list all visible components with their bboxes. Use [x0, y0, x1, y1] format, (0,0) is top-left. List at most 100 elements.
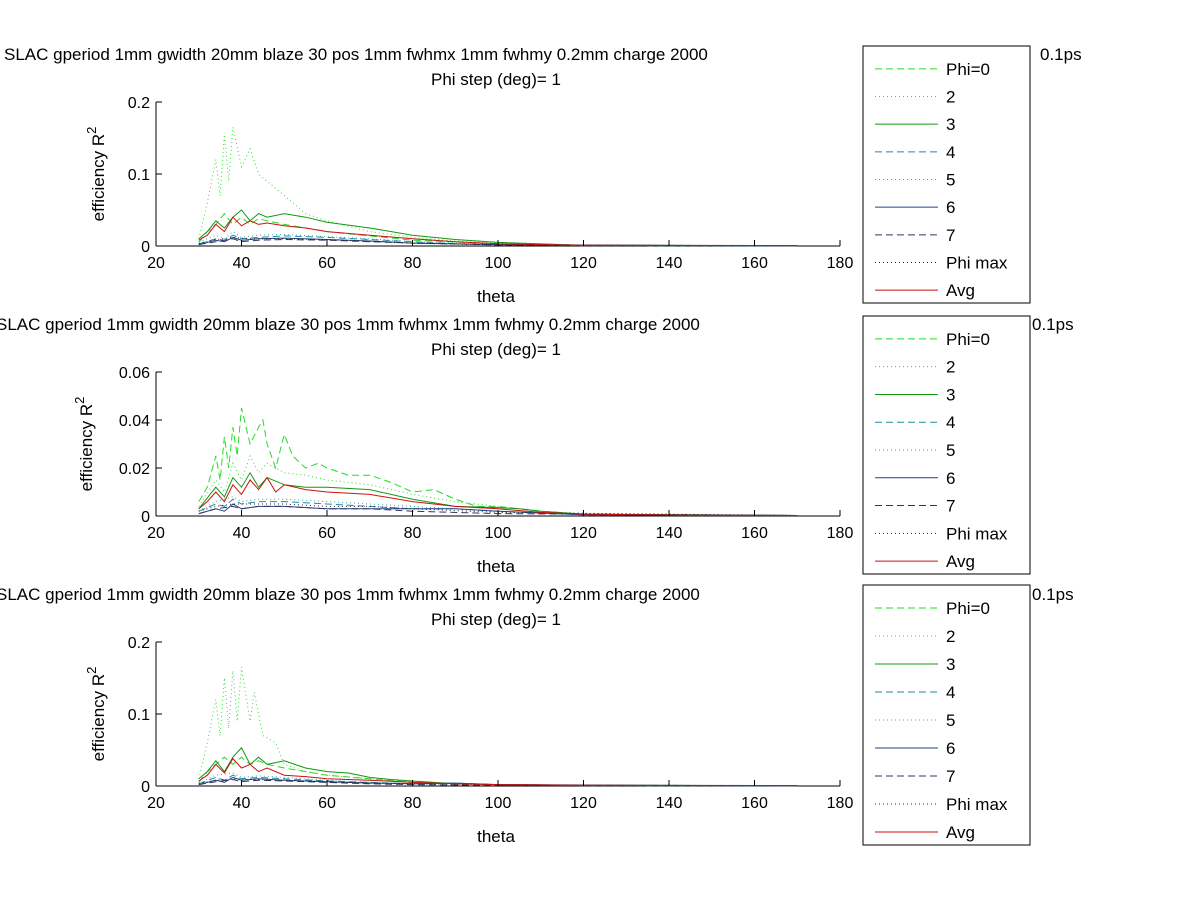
- legend-label: Phi max: [946, 254, 1008, 273]
- chart-title: SLAC gperiod 1mm gwidth 20mm blaze 30 po…: [0, 585, 700, 604]
- legend-label: 7: [946, 497, 955, 516]
- y-axis-label-text: efficiency R: [89, 674, 108, 762]
- legend: Phi=0 2 3 4 5 6 7 Phi max Avg: [862, 315, 1031, 575]
- x-axis-label: theta: [477, 287, 515, 306]
- legend-label: 2: [946, 627, 955, 646]
- legend-label: 5: [946, 171, 955, 190]
- chart-title: SLAC gperiod 1mm gwidth 20mm blaze 30 po…: [4, 45, 708, 64]
- legend-box: [862, 45, 1031, 304]
- x-tick-label: 140: [656, 795, 683, 812]
- legend-label: 7: [946, 226, 955, 245]
- series-line-6: [198, 503, 798, 516]
- chart-title-suffix: 0.1ps: [1032, 315, 1074, 334]
- x-tick-label: 40: [233, 795, 251, 812]
- series-lines: [198, 667, 798, 787]
- series-line-7: [198, 778, 798, 787]
- x-tick-labels: 20 40 60 80 100 120 140 160 180: [147, 510, 853, 542]
- x-tick-label: 60: [318, 795, 336, 812]
- x-tick-label: 20: [147, 525, 165, 542]
- legend-label: 7: [946, 767, 955, 786]
- legend-label: Phi=0: [946, 60, 990, 79]
- y-tick-label: 0.2: [128, 635, 150, 652]
- legend: Phi=0 2 3 4 5 6 7 Phi max Avg: [862, 45, 1031, 304]
- x-axis-label: theta: [477, 827, 515, 846]
- legend-label: 3: [946, 115, 955, 134]
- series-line-2: [198, 127, 798, 247]
- series-line-2: [198, 667, 798, 787]
- x-tick-label: 160: [741, 795, 768, 812]
- chart-subtitle: Phi step (deg)= 1: [431, 70, 561, 89]
- y-axis-label: efficiency R2: [72, 397, 96, 492]
- x-tick-label: 40: [233, 525, 251, 542]
- legend-label: 2: [946, 88, 955, 107]
- series-lines: [198, 127, 798, 247]
- legend-label: 5: [946, 711, 955, 730]
- legend-label: Avg: [946, 823, 975, 842]
- x-tick-labels: 20 40 60 80 100 120 140 160 180: [147, 780, 853, 812]
- legend-label: 4: [946, 683, 955, 702]
- legend-label: Avg: [946, 552, 975, 571]
- series-line-avg: [198, 476, 798, 516]
- y-tick-label: 0.04: [119, 413, 150, 430]
- x-tick-label: 80: [404, 525, 422, 542]
- legend-label: 5: [946, 441, 955, 460]
- x-tick-label: 100: [485, 525, 512, 542]
- x-tick-label: 80: [404, 255, 422, 272]
- x-tick-label: 20: [147, 255, 165, 272]
- x-tick-label: 160: [741, 255, 768, 272]
- y-axis-label-superscript: 2: [84, 667, 99, 674]
- series-line-7: [198, 505, 798, 516]
- x-tick-label: 40: [233, 255, 251, 272]
- y-tick-labels: 0 0.1 0.2: [128, 635, 162, 796]
- y-axis-label-text: efficiency R: [77, 404, 96, 492]
- chart-title-suffix: 0.1ps: [1040, 45, 1082, 64]
- legend-label: 6: [946, 739, 955, 758]
- series-line-avg: [198, 757, 798, 787]
- series-line-phi-0: [198, 407, 798, 516]
- x-tick-labels: 20 40 60 80 100 120 140 160 180: [147, 240, 853, 272]
- panel-2: 20 40 60 80 100 120 140 160 180 0 0.02 0.04 0.06 th…: [0, 315, 1074, 576]
- y-axis-label: efficiency R2: [84, 127, 108, 222]
- y-tick-label: 0.1: [128, 707, 150, 724]
- chart-title: SLAC gperiod 1mm gwidth 20mm blaze 30 po…: [0, 315, 700, 334]
- series-line-avg: [198, 216, 798, 247]
- x-axis-label: theta: [477, 557, 515, 576]
- legend-box: [862, 584, 1031, 846]
- y-tick-labels: 0 0.1 0.2: [128, 95, 162, 256]
- y-tick-label: 0.06: [119, 365, 150, 382]
- legend: Phi=0 2 3 4 5 6 7 Phi max Avg: [862, 584, 1031, 846]
- legend-label: 2: [946, 358, 955, 377]
- series-line-7: [198, 238, 798, 247]
- chart-subtitle: Phi step (deg)= 1: [431, 340, 561, 359]
- series-line-4: [198, 234, 798, 247]
- x-tick-label: 160: [741, 525, 768, 542]
- x-tick-label: 140: [656, 255, 683, 272]
- y-tick-label: 0: [141, 509, 150, 526]
- y-axis-label-superscript: 2: [84, 127, 99, 134]
- legend-label: Phi max: [946, 795, 1008, 814]
- series-line-6: [198, 776, 798, 787]
- legend-label: Phi=0: [946, 599, 990, 618]
- y-tick-label: 0.2: [128, 95, 150, 112]
- x-tick-label: 120: [570, 255, 597, 272]
- legend-label: Phi=0: [946, 330, 990, 349]
- panel-3: 20 40 60 80 100 120 140 160 180 0 0.1 0.2 theta ef…: [0, 584, 1074, 846]
- x-tick-label: 60: [318, 525, 336, 542]
- x-tick-label: 120: [570, 795, 597, 812]
- x-tick-label: 180: [827, 255, 854, 272]
- legend-label: 3: [946, 655, 955, 674]
- legend-label: 6: [946, 469, 955, 488]
- panel-1: 20 40 60 80 100 120 140 160 180 0 0.1 0.2 theta ef…: [4, 45, 1082, 306]
- y-tick-label: 0: [141, 239, 150, 256]
- series-line-3: [198, 209, 798, 247]
- x-tick-label: 140: [656, 525, 683, 542]
- y-tick-label: 0: [141, 779, 150, 796]
- plot-axes: [155, 372, 840, 517]
- legend-box: [862, 315, 1031, 575]
- x-tick-label: 180: [827, 795, 854, 812]
- legend-label: 3: [946, 385, 955, 404]
- y-axis-label-text: efficiency R: [89, 134, 108, 222]
- x-tick-label: 120: [570, 525, 597, 542]
- x-tick-label: 20: [147, 795, 165, 812]
